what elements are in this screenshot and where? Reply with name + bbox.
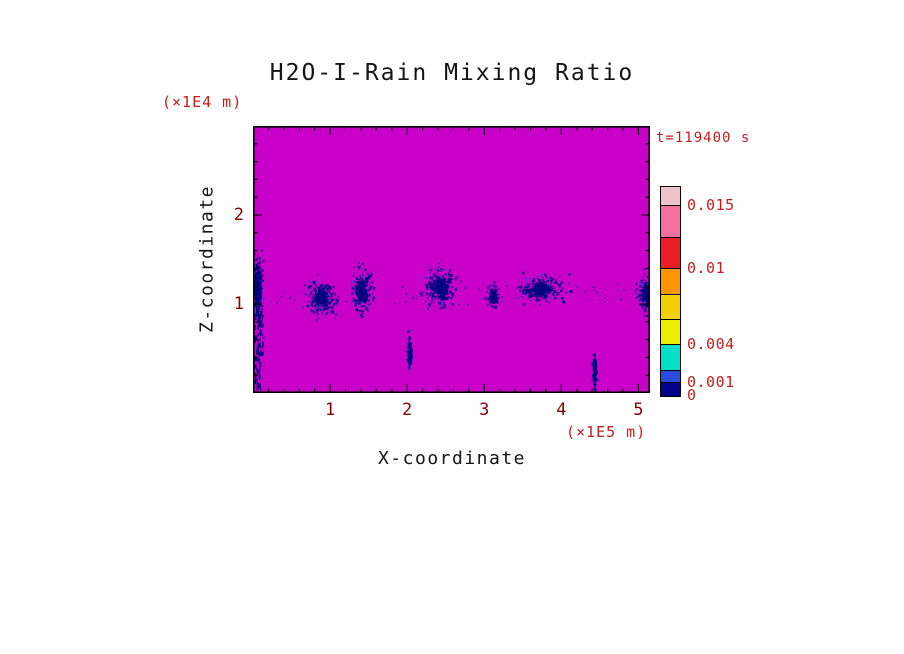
x-tick-label: 5	[633, 400, 644, 420]
z-tick-label: 1	[233, 294, 244, 314]
x-tick-label: 2	[402, 400, 413, 420]
x-axis-title: X-coordinate	[377, 448, 527, 469]
colorbar-tick-label: 0.004	[687, 335, 735, 354]
x-axis-units-label: (×1E5 m)	[566, 423, 647, 441]
colorbar-segment	[661, 383, 680, 396]
z-axis-units-label: (×1E4 m)	[162, 93, 243, 111]
x-tick-label: 1	[324, 400, 336, 420]
x-tick-label: 4	[556, 400, 567, 420]
colorbar-tick-label: 0.01	[687, 259, 726, 278]
colorbar-segment	[661, 269, 680, 295]
colorbar	[660, 186, 681, 397]
colorbar-segment	[661, 187, 680, 206]
z-axis-title: Z-coordinate	[196, 184, 218, 334]
colorbar-tick-label: 0.015	[687, 196, 735, 214]
plot-frame	[253, 126, 650, 393]
time-label: t=119400 s	[656, 130, 751, 146]
colorbar-segment	[661, 370, 680, 384]
chart-title: H2O-I-Rain Mixing Ratio	[269, 60, 635, 86]
colorbar-segment	[661, 206, 680, 238]
field-background	[253, 126, 650, 393]
colorbar-segment	[661, 319, 680, 346]
colorbar-tick-label: 0.001	[687, 373, 735, 392]
plot-area	[253, 126, 650, 393]
x-tick-label: 3	[479, 400, 490, 420]
colorbar-segment	[661, 294, 680, 320]
colorbar-segment	[661, 345, 680, 371]
colorbar-tick-label: 0	[687, 386, 697, 404]
z-tick-label: 2	[233, 205, 244, 225]
colorbar-segment	[661, 237, 680, 270]
